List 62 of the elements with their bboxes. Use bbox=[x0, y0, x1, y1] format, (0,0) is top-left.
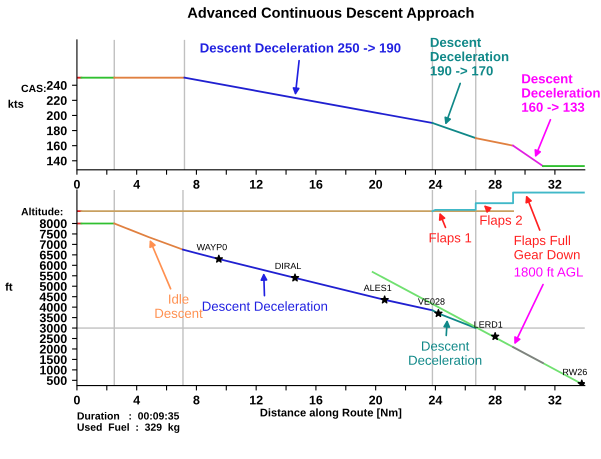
y-tick-label: 5500 bbox=[40, 272, 67, 280]
data-label: ALES1 bbox=[364, 284, 392, 292]
x-tick-label: 12 bbox=[250, 396, 263, 404]
y-tick-label: 7500 bbox=[40, 230, 67, 239]
annotation: Idle Descent bbox=[155, 294, 203, 318]
annotation: Descent Deceleration 190 -> 170 bbox=[430, 38, 508, 76]
x-tick-label: 16 bbox=[310, 180, 322, 189]
y-tick-label: 3500 bbox=[40, 313, 67, 322]
x-tick-label: 32 bbox=[548, 180, 562, 189]
annotation: Descent Deceleration 250 -> 190 bbox=[200, 42, 401, 53]
annotation: Descent Deceleration 160 -> 133 bbox=[522, 74, 600, 112]
y-tick-label: 220 bbox=[46, 96, 67, 106]
x-tick-label: 28 bbox=[488, 396, 502, 404]
y-tick-label: 140 bbox=[47, 156, 67, 166]
y-tick-label: 4500 bbox=[40, 292, 67, 302]
annotation: Flaps 1 bbox=[430, 232, 472, 246]
y-tick-label: 8000 bbox=[40, 219, 67, 228]
chart-title: Advanced Continuous Descent Approach bbox=[188, 7, 474, 21]
y-tick-label: 7000 bbox=[40, 240, 67, 250]
y-tick-label: 160 bbox=[47, 141, 67, 150]
y-tick-label: 1500 bbox=[40, 355, 67, 364]
x-tick-label: 20 bbox=[369, 396, 382, 404]
data-label: LERD1 bbox=[474, 321, 502, 328]
y-axis-title: ft bbox=[5, 282, 12, 291]
y-tick-label: 180 bbox=[47, 126, 67, 136]
data-label: WAYP0 bbox=[196, 244, 227, 250]
y-tick-label: 3000 bbox=[40, 324, 67, 333]
x-tick-label: 24 bbox=[428, 396, 442, 404]
annotation: Descent Deceleration bbox=[409, 342, 482, 365]
x-tick-label: 4 bbox=[133, 396, 140, 404]
x-tick-label: 20 bbox=[369, 180, 382, 189]
y-axis-title: kts bbox=[8, 100, 24, 108]
x-tick-label: 32 bbox=[548, 396, 562, 404]
x-tick-label: 0 bbox=[74, 396, 80, 404]
x-tick-label: 8 bbox=[193, 396, 200, 404]
y-tick-label: 200 bbox=[46, 111, 67, 120]
annotation: Flaps 2 bbox=[480, 215, 522, 228]
x-tick-label: 24 bbox=[428, 180, 442, 189]
y-tick-label: 2500 bbox=[40, 334, 67, 344]
x-tick-label: 12 bbox=[250, 180, 263, 189]
annotation: Descent Deceleration bbox=[202, 301, 328, 311]
x-tick-label: 16 bbox=[310, 396, 322, 404]
data-label: DIRAL bbox=[276, 262, 302, 270]
y-tick-label: 2000 bbox=[40, 344, 67, 354]
y-tick-label: 1000 bbox=[40, 366, 67, 375]
x-tick-label: 28 bbox=[488, 180, 502, 189]
y-tick-label: 5000 bbox=[40, 282, 67, 291]
x-tick-label: 0 bbox=[74, 180, 80, 189]
y-tick-label: 500 bbox=[46, 376, 67, 385]
text: Duration : 00:09:35 Used Fuel : 329 kg bbox=[78, 412, 180, 433]
x-tick-label: 8 bbox=[193, 180, 200, 189]
y-tick-label: 240 bbox=[46, 81, 67, 90]
x-tick-label: 4 bbox=[133, 180, 140, 189]
y-tick-label: 6500 bbox=[40, 250, 67, 260]
annotation: Flaps Full Gear Down bbox=[514, 235, 580, 260]
y-tick-label: 6000 bbox=[40, 261, 67, 270]
annotation: 1800 ft AGL bbox=[514, 266, 583, 277]
y-tick-label: 4000 bbox=[40, 302, 67, 312]
data-label: RW26 bbox=[563, 368, 587, 376]
text: CAS: bbox=[21, 84, 46, 92]
text: Altitude: bbox=[21, 208, 62, 216]
x-axis-title: Distance along Route [Nm] bbox=[260, 408, 402, 419]
